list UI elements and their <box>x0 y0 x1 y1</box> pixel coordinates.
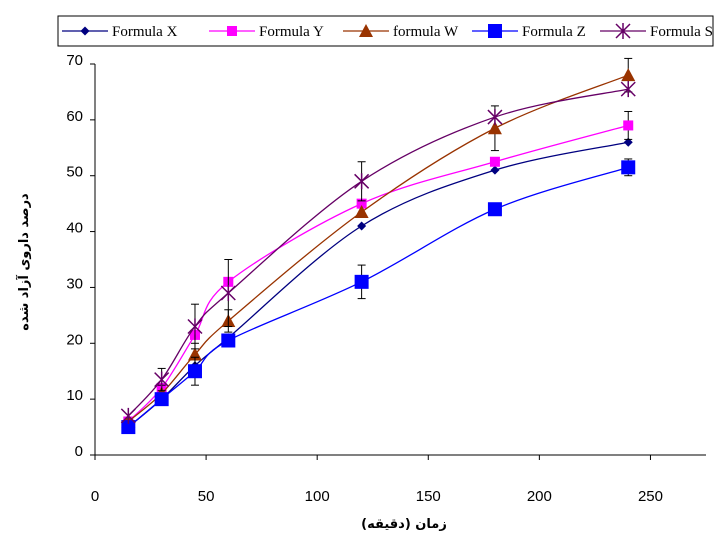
y-axis-label: درصد داروی آزاد شده <box>15 193 32 331</box>
data-point <box>354 274 369 289</box>
y-tick-label: 20 <box>66 331 83 348</box>
axes: 0 10 20 30 40 50 60 70 0 50 100 150 200 250 <box>66 52 706 505</box>
legend-item-formula-w: formula W <box>343 24 459 40</box>
data-point <box>357 221 367 231</box>
data-point <box>121 420 136 435</box>
legend-label: Formula S <box>650 24 713 40</box>
series-line <box>127 141 629 428</box>
data-point <box>154 392 169 407</box>
y-tick-label: 0 <box>75 443 83 460</box>
data-point <box>623 120 634 131</box>
data-point <box>354 173 370 190</box>
legend-item-formula-x: Formula X <box>62 24 178 40</box>
y-tick-label: 50 <box>66 164 83 181</box>
data-point <box>487 121 502 135</box>
data-point <box>187 318 203 335</box>
legend-swatch-marker <box>227 26 237 36</box>
legend-swatch-marker <box>80 26 90 36</box>
series-line <box>127 74 629 422</box>
series-line <box>127 88 629 417</box>
data-point <box>154 371 170 388</box>
data-point <box>354 205 369 219</box>
x-axis-label: زمان (دقیقه) <box>361 517 447 532</box>
series-line <box>127 166 629 428</box>
data-point <box>220 285 236 302</box>
data-point <box>120 407 136 424</box>
x-tick-label: 150 <box>416 488 441 505</box>
legend-label: Formula Y <box>259 24 324 40</box>
y-tick-label: 40 <box>66 220 83 237</box>
data-point <box>489 156 500 167</box>
data-point <box>221 333 236 348</box>
legend-swatch-marker <box>488 24 502 38</box>
data-point <box>621 68 636 82</box>
data-point <box>356 198 367 209</box>
legend-swatch-marker <box>359 24 373 37</box>
x-tick-label: 0 <box>91 488 99 505</box>
series-formula-x <box>123 137 633 432</box>
legend-label: Formula X <box>112 24 178 40</box>
data-point <box>187 364 202 379</box>
data-point <box>487 109 503 126</box>
legend: Formula X Formula Y formula W Formula Z Form… <box>57 15 714 47</box>
data-point <box>620 81 636 98</box>
series-layer <box>120 57 636 435</box>
x-tick-label: 200 <box>527 488 552 505</box>
y-tick-label: 70 <box>66 52 83 69</box>
series-formula-s <box>120 81 636 424</box>
y-tick-label: 60 <box>66 108 83 125</box>
data-point <box>487 202 502 217</box>
legend-item-formula-z: Formula Z <box>472 24 586 40</box>
x-tick-label: 50 <box>198 488 215 505</box>
x-tick-label: 100 <box>305 488 330 505</box>
data-point <box>621 160 636 175</box>
y-tick-label: 30 <box>66 275 83 292</box>
series-formula-y <box>123 110 634 427</box>
x-tick-label: 250 <box>638 488 663 505</box>
y-tick-label: 10 <box>66 387 83 404</box>
data-point <box>490 165 500 175</box>
legend-item-formula-y: Formula Y <box>209 24 324 40</box>
legend-item-formula-s: Formula S <box>600 23 713 40</box>
legend-label: Formula Z <box>522 24 586 40</box>
series-formula-z <box>121 158 636 435</box>
legend-label: formula W <box>393 24 459 40</box>
data-point <box>623 137 633 147</box>
series-line <box>127 124 629 422</box>
legend-swatch-marker <box>615 23 631 39</box>
